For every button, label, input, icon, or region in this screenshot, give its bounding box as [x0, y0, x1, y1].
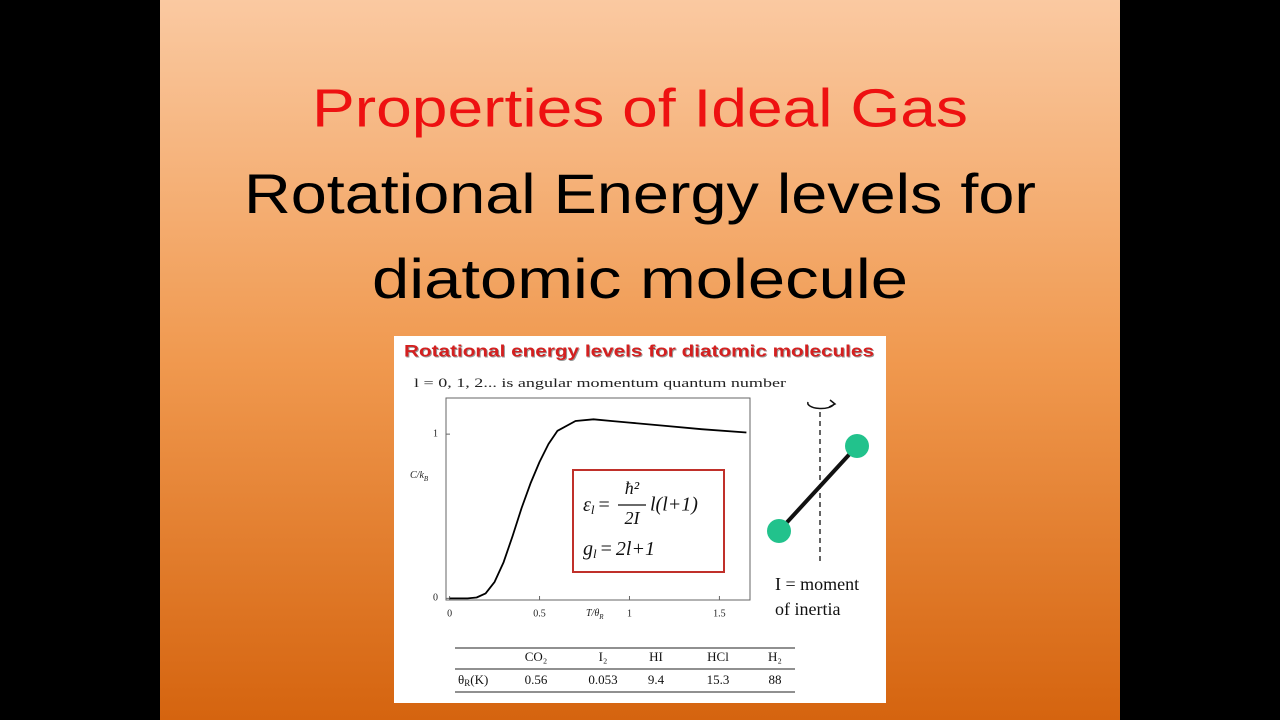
x-tick-label: 1 [627, 608, 632, 619]
x-tick-label: 0.5 [533, 608, 546, 619]
figure: Rotational energy levels for diatomic mo… [394, 336, 886, 703]
table-cell: 88 [769, 672, 782, 687]
y-axis-label-main: C/k [410, 470, 424, 481]
inertia-label: I = moment [775, 574, 859, 594]
x-axis-label-main: T/θ [586, 608, 599, 619]
plot-frame [445, 397, 751, 601]
plot: 0 0.5 1 1.5 0 1 [433, 418, 747, 619]
atom [767, 519, 791, 543]
energy-denominator: 2I [625, 508, 641, 528]
x-tick-label: 1.5 [713, 608, 726, 619]
table-header: CO₂ [525, 649, 548, 664]
figure-title-shadow: Rotational energy levels for diatomic mo… [405, 342, 875, 361]
table-cell: 0.053 [588, 672, 617, 687]
equals: = [599, 494, 610, 516]
y-axis-label-sub: B [424, 475, 429, 483]
degeneracy-formula: gl = 2l+1 [583, 538, 655, 561]
slide-title: Properties of Ideal Gas [312, 78, 968, 138]
table-cell: 15.3 [707, 672, 730, 687]
curve [449, 418, 747, 600]
x-axis-label: T/θR [586, 608, 604, 620]
table-header: HCl [707, 649, 729, 664]
symbol: g [583, 538, 593, 560]
figure-title: Rotational energy levels for diatomic mo… [404, 341, 874, 360]
formula-box [572, 469, 725, 573]
x-tick-label: 0 [447, 608, 452, 619]
y-tick-label: 0 [433, 593, 438, 604]
atom [845, 434, 869, 458]
energy-numerator: ħ² [625, 478, 640, 498]
symbol: ε [583, 494, 591, 516]
subscript: l [591, 502, 595, 517]
equals: = [601, 538, 612, 560]
energy-formula-lhs: εl = [583, 494, 610, 517]
subscript: R [464, 678, 470, 688]
table-header: HI [649, 649, 663, 664]
table: CO₂ 0.56 I₂ 0.053 HI 9.4 HCl 15.3 H₂ 88 [525, 649, 782, 687]
table-cell: 9.4 [648, 672, 665, 687]
symbol: θ [458, 672, 464, 687]
y-axis-label: C/kB [410, 470, 429, 482]
slide-subtitle: Rotational Energy levels for [244, 162, 1036, 225]
table-header: I₂ [599, 649, 608, 664]
unit: (K) [470, 672, 488, 687]
bond [777, 444, 859, 533]
subscript: l [593, 546, 597, 561]
figure-caption: l = 0, 1, 2... is angular momentum quant… [414, 375, 787, 390]
x-axis-label-sub: R [598, 613, 604, 621]
energy-formula-rhs: l(l+1) [650, 494, 698, 516]
rhs: 2l+1 [616, 538, 655, 560]
table-row-label: θR(K) [458, 672, 488, 688]
rotation-arrowhead [828, 399, 837, 408]
table-cell: 0.56 [525, 672, 548, 687]
inertia-label: of inertia [775, 599, 840, 619]
table-header: H₂ [768, 649, 782, 664]
y-tick-label: 1 [433, 428, 438, 439]
slide-subtitle: diatomic molecule [372, 247, 908, 310]
